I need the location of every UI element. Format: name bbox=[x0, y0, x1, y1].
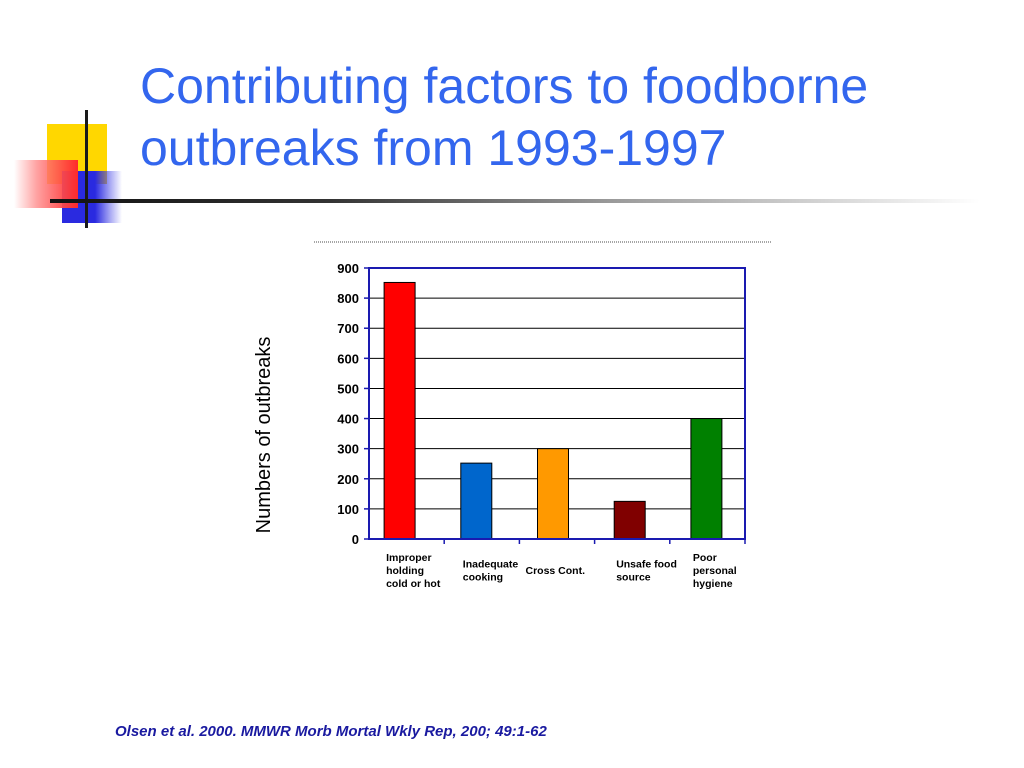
bar bbox=[460, 462, 493, 540]
x-category-label-line: Unsafe food bbox=[616, 559, 677, 571]
bar bbox=[383, 281, 416, 540]
y-tick-label: 400 bbox=[337, 412, 359, 427]
x-category-label-line: hygiene bbox=[693, 578, 733, 590]
bar bbox=[613, 500, 646, 540]
y-tick-label: 100 bbox=[337, 502, 359, 517]
x-category-label-line: cooking bbox=[463, 572, 503, 584]
bar bbox=[537, 448, 569, 540]
y-tick-label: 0 bbox=[352, 532, 359, 547]
decorative-vertical-line bbox=[85, 110, 88, 228]
axes bbox=[364, 267, 746, 544]
y-tick-label: 300 bbox=[337, 442, 359, 457]
x-category-label-line: Improper bbox=[386, 552, 432, 564]
x-category-label-line: cold or hot bbox=[386, 578, 441, 590]
x-category-label-line: Cross Cont. bbox=[526, 565, 586, 577]
x-category-label: Cross Cont. bbox=[526, 565, 586, 577]
y-tick-label: 800 bbox=[337, 291, 359, 306]
x-category-label: Poor personal hygiene bbox=[693, 552, 737, 590]
plot-frame bbox=[368, 267, 746, 540]
y-tick-label: 600 bbox=[337, 351, 359, 366]
y-axis-label: Numbers of outbreaks bbox=[253, 337, 275, 534]
y-tick-label: 900 bbox=[337, 261, 359, 276]
x-category-label: Unsafe food source bbox=[616, 559, 677, 584]
x-category-label-line: Inadequate bbox=[463, 559, 519, 571]
x-category-label: Inadequate cooking bbox=[463, 559, 519, 584]
y-tick-label: 500 bbox=[337, 381, 359, 396]
bars bbox=[383, 281, 723, 540]
y-tick-labels: 0 100 200 300 400 500 600 700 800 900 bbox=[337, 261, 359, 547]
x-category-label-line: source bbox=[616, 572, 651, 584]
x-category-label-line: personal bbox=[693, 565, 737, 577]
bar bbox=[690, 418, 723, 540]
x-category-label-line: holding bbox=[386, 565, 424, 577]
decorative-horizontal-rule bbox=[50, 199, 980, 203]
y-tick-label: 700 bbox=[337, 321, 359, 336]
citation: Olsen et al. 2000. MMWR Morb Mortal Wkly… bbox=[115, 723, 547, 740]
x-category-labels: Improper holding cold or hot Inadequate cook… bbox=[386, 552, 737, 590]
y-tick-label: 200 bbox=[337, 472, 359, 487]
slide-title: Contributing factors to foodborne outbre… bbox=[140, 58, 869, 176]
x-category-label: Improper holding cold or hot bbox=[386, 552, 441, 590]
x-category-label-line: Poor bbox=[693, 552, 717, 564]
